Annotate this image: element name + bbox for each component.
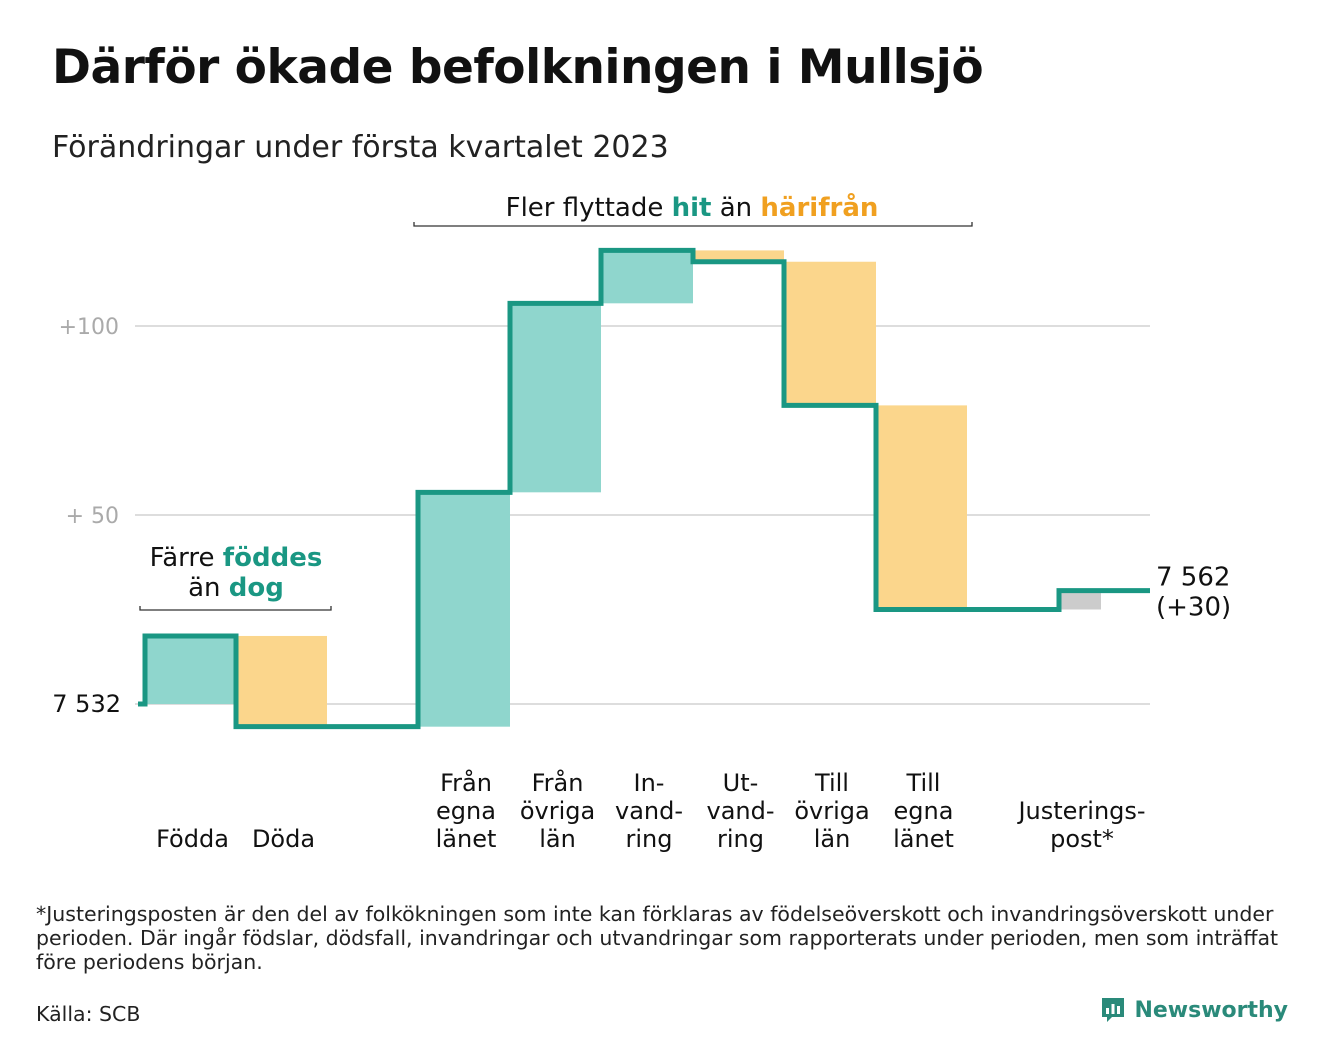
category-label-fodda: Födda (156, 825, 229, 853)
bar-justeringspost (1059, 590, 1101, 610)
brand-name: Newsworthy (1134, 997, 1288, 1023)
bar-till-ovriga-lan (784, 261, 876, 406)
bar-fran-egna-lanet (418, 492, 510, 727)
bar-utvandring (693, 250, 784, 262)
footnote: *Justeringsposten är den del av folkökni… (36, 902, 1279, 974)
bar-doda (236, 635, 327, 727)
y-tick-label: + 50 (66, 504, 119, 529)
labels: +100 + 50 7 532 Födda Döda Från egna länet Från ö… (52, 315, 1231, 853)
running-total-path (138, 247, 1150, 730)
annotation-bracket-fodde (139, 606, 332, 611)
bar-invandring (601, 250, 693, 304)
annotation-bracket-flytt (413, 222, 973, 227)
bar-fran-ovriga-lan (510, 303, 601, 493)
chart-subtitle: Förändringar under första kvartalet 2023 (52, 130, 669, 165)
newsworthy-logo-icon (1102, 998, 1125, 1022)
annotation-flytt: Fler flyttade hit än härifrån (506, 191, 879, 223)
category-label-justeringspost: Justerings-post* (1016, 797, 1145, 853)
end-value-label: 7 562 (1156, 563, 1230, 593)
waterfall-chart: +100 + 50 7 532 Födda Döda Från egna länet Från ö… (52, 191, 1231, 853)
running-total-line (138, 247, 1150, 730)
start-value-label: 7 532 (52, 690, 121, 718)
annotation-fodde: Färre föddes än dog (150, 543, 323, 603)
category-label-utvandring: Ut-vand-ring (706, 769, 774, 853)
bars (145, 250, 1101, 727)
category-label-invandring: In-vand-ring (615, 769, 683, 853)
chart-title: Därför ökade befolkningen i Mullsjö (52, 40, 984, 95)
bar-fodda (145, 635, 236, 704)
source: Källa: SCB (36, 1002, 141, 1026)
end-change-label: (+30) (1156, 593, 1231, 623)
category-label-till-ovriga-lan: Till övriga län (794, 769, 869, 853)
category-label-fran-egna-lanet: Från egna länet (436, 768, 497, 853)
y-tick-label: +100 (59, 315, 119, 340)
annotations: Färre föddes än dog Fler flyttade hit än h… (139, 191, 973, 611)
category-label-doda: Döda (252, 825, 315, 853)
brand: Newsworthy (1100, 996, 1288, 1024)
bar-till-egna-lanet (876, 405, 967, 610)
category-label-fran-ovriga-lan: Från övriga län (520, 768, 595, 853)
category-label-till-egna-lanet: Till egna länet (893, 769, 954, 853)
